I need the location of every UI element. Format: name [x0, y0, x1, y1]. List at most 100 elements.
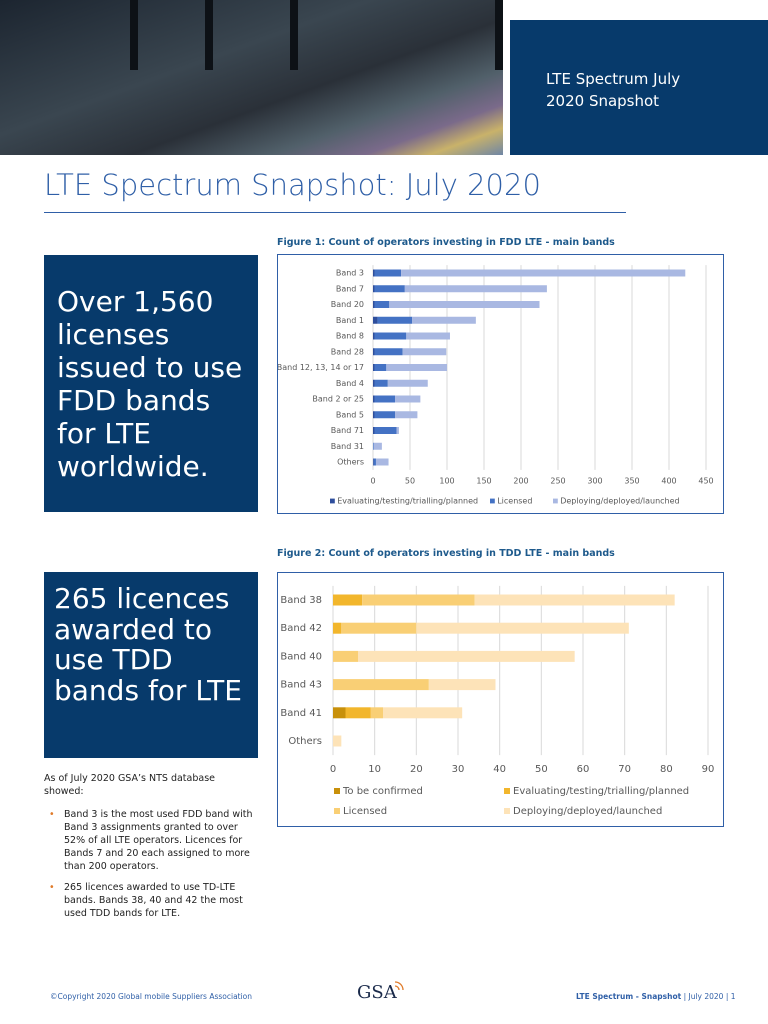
bar-segment — [373, 364, 375, 371]
bar-segment — [373, 442, 382, 450]
bar-segment — [373, 316, 378, 324]
legend-label: Licensed — [497, 497, 532, 506]
page-title: LTE Spectrum Snapshot: July 2020 — [44, 168, 541, 202]
x-tick-label: 300 — [587, 477, 602, 486]
bar-segment — [333, 735, 342, 747]
legend-swatch — [330, 498, 335, 504]
x-tick-label: 50 — [405, 477, 415, 486]
x-tick-label: 350 — [624, 477, 639, 486]
logo-arcs — [394, 981, 404, 991]
y-tick-label: Band 43 — [280, 680, 322, 691]
x-tick-label: 0 — [370, 477, 375, 486]
intro-text: As of July 2020 GSA’s NTS database showe… — [44, 773, 216, 797]
legend-label: Evaluating/testing/trialling/planned — [337, 497, 478, 506]
bullet-list: Band 3 is the most used FDD band with Ba… — [44, 808, 259, 928]
title-rule — [44, 212, 626, 213]
bar-segment — [395, 411, 418, 419]
bar-segment — [387, 379, 428, 387]
bar-segment — [395, 395, 421, 403]
y-tick-label: Band 20 — [331, 300, 364, 309]
y-tick-label: Band 38 — [280, 595, 322, 606]
y-tick-label: Band 8 — [336, 332, 364, 341]
x-tick-label: 450 — [698, 477, 713, 486]
bar-segment — [333, 650, 358, 662]
bar-segment — [373, 269, 375, 277]
bar-segment — [333, 707, 346, 719]
bar-segment — [406, 332, 450, 340]
y-tick-label: Others — [288, 736, 322, 747]
bar-segment — [373, 411, 375, 419]
bar-segment — [373, 395, 375, 403]
bar-segment — [373, 285, 375, 293]
y-tick-label: Band 28 — [331, 347, 364, 356]
bar-segment — [374, 411, 396, 419]
chart: 0 10 20 30 40 50 60 70 80 90 Band 38 Band 42 Band 40… — [280, 585, 715, 817]
bar-segment — [373, 379, 375, 387]
header-label: LTE Spectrum July 2020 Snapshot — [546, 70, 681, 110]
callout: Over 1,560 licenses issued to use FDD ba… — [44, 255, 258, 512]
bar-segment — [428, 679, 496, 691]
bar-segment — [377, 316, 413, 324]
legend-swatch — [334, 788, 340, 794]
x-tick-label: 60 — [577, 764, 590, 775]
bar-segment — [345, 707, 371, 719]
bar-segment — [373, 301, 375, 308]
logo: GSA — [357, 982, 397, 1003]
bar-segment — [416, 622, 629, 634]
bar-segment — [333, 622, 342, 634]
legend-label: To be confirmed — [342, 786, 423, 797]
legend-label: Licensed — [343, 806, 387, 817]
bar-segment — [373, 348, 375, 356]
bar-segment — [374, 379, 388, 387]
x-tick-label: 200 — [513, 477, 528, 486]
legend-label: Evaluating/testing/trialling/planned — [513, 786, 689, 797]
legend-swatch — [504, 808, 510, 814]
x-tick-label: 400 — [661, 477, 676, 486]
y-tick-label: Band 12, 13, 14 or 17 — [278, 363, 364, 372]
bar-segment — [373, 442, 374, 450]
x-tick-label: 80 — [660, 764, 673, 775]
bar-segment — [401, 269, 686, 277]
chart-frame: 0 50 100 150 200 250 300 350 400 450 Band 3 Band 7 B… — [277, 254, 724, 514]
legend-label: Deploying/deployed/launched — [560, 497, 679, 506]
bar-segment — [374, 269, 402, 277]
y-tick-label: Band 71 — [331, 426, 364, 435]
y-tick-label: Band 7 — [336, 284, 364, 293]
bar-segment — [373, 332, 375, 340]
bar-segment — [402, 348, 447, 356]
figure-caption: Figure 1: Count of operators investing i… — [277, 237, 615, 248]
footer-doc-name: LTE Spectrum - Snapshot — [576, 992, 682, 1001]
x-tick-label: 20 — [410, 764, 423, 775]
bar-segment — [370, 707, 383, 719]
bar-segment — [474, 594, 675, 606]
x-tick-label: 150 — [476, 477, 491, 486]
bar-segment — [374, 301, 390, 308]
bar-segment — [358, 650, 575, 662]
bar-segment — [373, 458, 374, 466]
bar-segment — [375, 458, 389, 466]
chart: 0 50 100 150 200 250 300 350 400 450 Band 3 Band 7 B… — [278, 265, 714, 506]
y-tick-label: Band 42 — [280, 623, 322, 634]
x-tick-label: 0 — [330, 764, 336, 775]
bar-segment — [383, 707, 463, 719]
bullet: 265 licences awarded to use TD-LTE bands… — [44, 881, 259, 920]
bar-segment — [374, 427, 397, 434]
x-tick-label: 40 — [493, 764, 506, 775]
bar-segment — [374, 348, 403, 356]
x-tick-label: 90 — [702, 764, 715, 775]
bullet: Band 3 is the most used FDD band with Ba… — [44, 808, 259, 873]
bar-segment — [374, 395, 396, 403]
legend-swatch — [553, 498, 558, 504]
bar-segment — [389, 301, 540, 308]
header-box: LTE Spectrum July 2020 Snapshot — [510, 20, 768, 155]
x-tick-label: 70 — [618, 764, 631, 775]
footer-page-info: | July 2020 | 1 — [683, 992, 736, 1001]
y-tick-label: Band 3 — [336, 269, 364, 278]
x-tick-label: 10 — [368, 764, 381, 775]
bar-segment — [386, 364, 447, 371]
bar-segment — [374, 364, 387, 371]
x-tick-label: 50 — [535, 764, 548, 775]
copyright: ©Copyright 2020 Global mobile Suppliers … — [50, 992, 253, 1001]
y-tick-label: Others — [337, 458, 364, 467]
